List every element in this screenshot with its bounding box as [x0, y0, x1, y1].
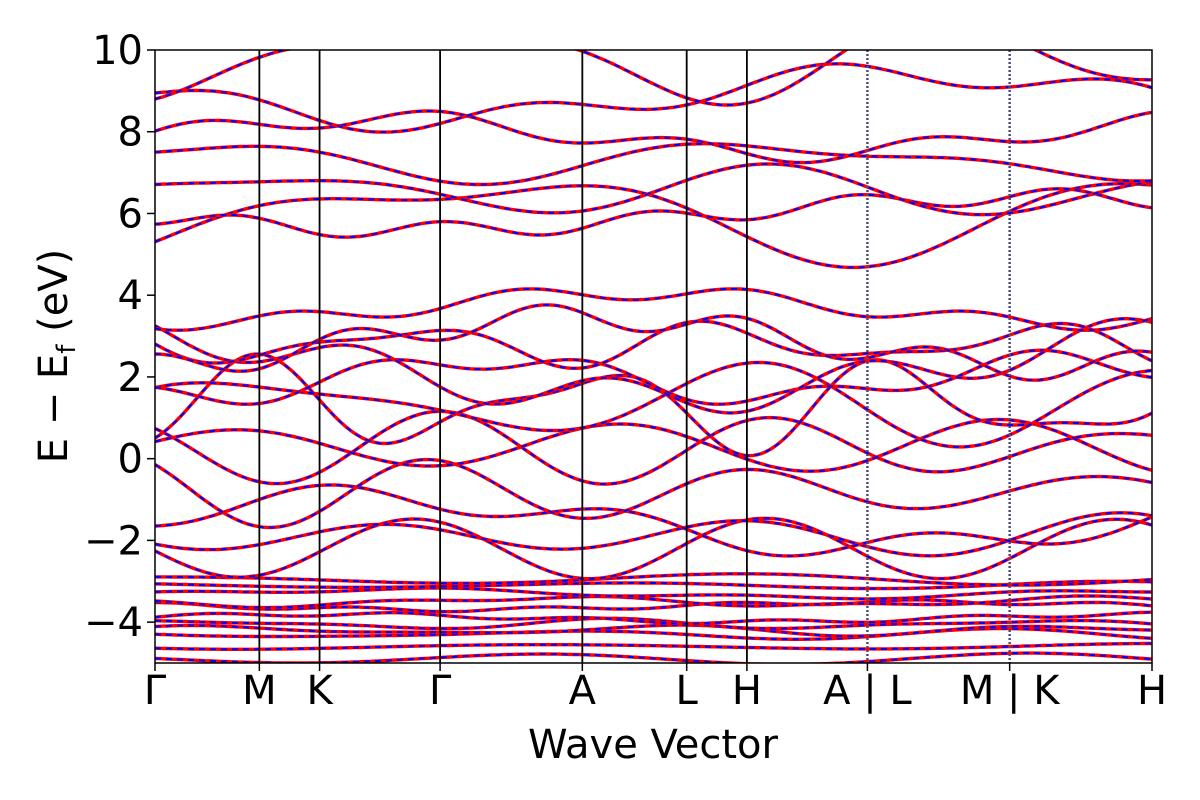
- x-tick-label-3: Γ: [429, 668, 452, 714]
- band-line-overlay-9: [155, 580, 1152, 590]
- y-axis-title: E − Ef (eV): [31, 249, 82, 464]
- band-line-overlay-24: [155, 182, 1152, 269]
- y-tick-label-5: 0: [118, 437, 143, 483]
- band-line-overlay-22: [155, 303, 1152, 382]
- band-line-overlay-8: [155, 587, 1152, 600]
- band-line-overlay-27: [155, 142, 1152, 186]
- y-tick-label-7: −4: [84, 600, 143, 646]
- band-line-overlay-25: [155, 187, 1152, 239]
- x-tick-label-9: H: [1137, 668, 1167, 714]
- band-line-overlay-12: [155, 511, 1152, 557]
- y-axis-title-main: E − E: [31, 354, 77, 464]
- band-line-overlay-15: [155, 410, 1152, 486]
- band-line-overlay-23: [155, 287, 1152, 332]
- band-line-overlay-29: [155, 62, 1152, 134]
- x-tick-label-8: M | K: [960, 668, 1061, 714]
- x-tick-label-6: H: [732, 668, 762, 714]
- x-tick-label-0: Γ: [144, 668, 167, 714]
- band-line-overlay-16: [155, 418, 1152, 473]
- x-tick-label-1: M: [242, 668, 277, 714]
- band-line-overlay-28: [155, 110, 1152, 164]
- band-line-overlay-6: [155, 598, 1152, 613]
- x-axis-title: Wave Vector: [528, 722, 779, 768]
- x-tick-label-4: A: [569, 668, 597, 714]
- y-tick-label-3: 4: [118, 273, 143, 319]
- y-axis: 10 8 6 4 2 0 −2 −4: [84, 28, 155, 646]
- band-line-overlay-10: [155, 572, 1152, 587]
- kpoint-dividers: [258, 50, 1011, 663]
- band-line-overlay-18: [155, 361, 1152, 448]
- y-tick-label-1: 8: [118, 110, 143, 156]
- band-line-overlay-2: [155, 627, 1152, 641]
- band-line-overlay-14: [155, 458, 1152, 529]
- y-tick-label-0: 10: [92, 28, 143, 74]
- y-axis-title-subscript: f: [52, 344, 82, 354]
- plot-frame: [154, 49, 1153, 664]
- x-tick-label-2: K: [306, 668, 334, 714]
- band-line-19: [155, 348, 1152, 406]
- y-tick-label-6: −2: [84, 518, 143, 564]
- y-tick-label-2: 6: [118, 191, 143, 237]
- y-axis-title-unit: (eV): [31, 249, 77, 345]
- band-line-overlay-5: [155, 611, 1152, 625]
- band-line-overlay-3: [155, 624, 1152, 638]
- y-tick-label-4: 2: [118, 355, 143, 401]
- band-line-overlay-1: [155, 642, 1152, 651]
- x-tick-label-5: L: [676, 668, 699, 714]
- band-line-30: [155, 50, 1152, 107]
- band-line-overlay-26: [155, 163, 1152, 216]
- band-line-overlay-20: [155, 317, 1152, 414]
- band-line-overlay-13: [155, 484, 1152, 557]
- band-lines: [155, 50, 1152, 663]
- x-tick-label-7: A | L: [823, 668, 912, 714]
- band-line-overlay-4: [155, 617, 1152, 630]
- band-line-overlay-7: [155, 594, 1152, 609]
- band-line-overlay-21: [155, 320, 1152, 370]
- band-line-overlay-11: [155, 517, 1152, 580]
